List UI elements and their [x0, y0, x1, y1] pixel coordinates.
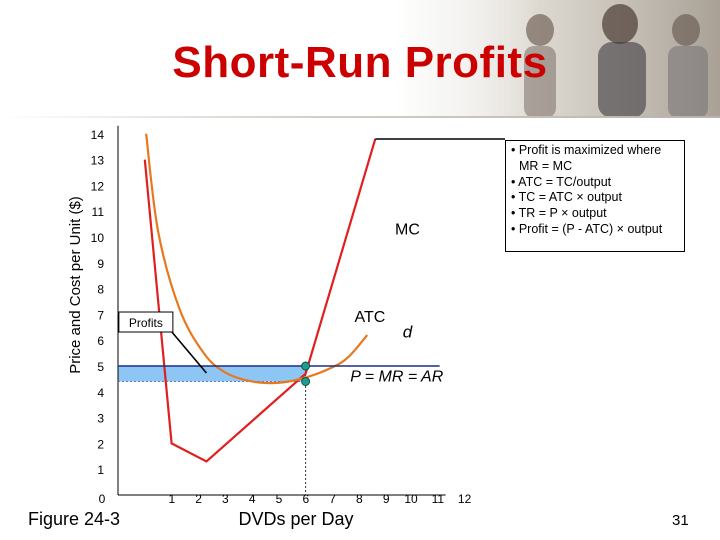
y-axis-label: Price and Cost per Unit ($): [67, 196, 84, 374]
y-tick-label: 12: [91, 179, 105, 193]
y-tick-label: 5: [97, 360, 104, 374]
demand-label: d: [403, 323, 413, 342]
x-tick-label: 1: [168, 492, 175, 506]
mc-curve: [143, 138, 377, 463]
x-tick-label: 3: [222, 492, 229, 506]
x-tick-label: 5: [276, 492, 283, 506]
notes-box: • Profit is maximized where MR = MC • AT…: [505, 140, 685, 252]
mr-mc-point: [301, 361, 311, 371]
y-tick-label: 6: [97, 334, 104, 348]
equilibrium-points: [301, 361, 311, 386]
x-tick-labels: 0 1 2 3 4 5 6 7 8 9 10 11 12: [99, 492, 472, 506]
profits-pointer: [171, 331, 208, 374]
profits-label: Profits: [129, 316, 163, 330]
x-tick-label: 6: [302, 492, 309, 506]
mc-label: MC: [395, 221, 420, 238]
y-tick-label: 9: [97, 257, 104, 271]
y-tick-label: 3: [97, 412, 104, 426]
figure-label: Figure 24-3: [28, 509, 121, 529]
y-tick-label: 11: [92, 205, 105, 219]
price-label: P = MR = AR: [350, 368, 444, 385]
y-tick-label: 14: [91, 128, 105, 142]
y-tick-label: 13: [91, 154, 105, 168]
y-tick-label: 7: [97, 308, 104, 322]
y-tick-label: 4: [97, 386, 104, 400]
x-tick-label: 9: [383, 492, 390, 506]
x-tick-label: 12: [458, 492, 472, 506]
slide-title: Short-Run Profits: [172, 38, 548, 87]
note-line: • Profit = (P - ATC) × output: [511, 221, 663, 236]
x-tick-label: 7: [329, 492, 336, 506]
page-number: 31: [672, 512, 689, 529]
y-tick-label: 8: [97, 283, 104, 297]
series-group: [118, 133, 440, 463]
y-tick-label: 1: [97, 463, 104, 477]
note-line: • ATC = TC/output: [511, 174, 612, 189]
profit-rectangle: [118, 366, 306, 382]
header-photo: [440, 0, 720, 118]
annotation-group: MC ATC d P = MR = AR Profits: [118, 221, 444, 385]
note-line: MR = MC: [519, 158, 573, 173]
slide-header: Short-Run Profits: [0, 0, 720, 118]
x-tick-label: 11: [432, 492, 445, 506]
atc-curve: [145, 133, 369, 385]
header-divider: [0, 116, 720, 118]
x-tick-label: 10: [404, 492, 418, 506]
x-axis-label: DVDs per Day: [238, 509, 353, 529]
note-line: • TC = ATC × output: [511, 190, 622, 205]
x-tick-label: 4: [249, 492, 256, 506]
x-tick-label: 8: [356, 492, 363, 506]
profits-label-box: [118, 311, 174, 333]
x-tick-label: 2: [195, 492, 202, 506]
note-line: • TR = P × output: [511, 206, 607, 221]
atc-label: ATC: [355, 309, 386, 326]
y-tick-label: 10: [91, 231, 105, 245]
note-line: • Profit is maximized where: [511, 143, 662, 157]
x-tick-label: 0: [99, 492, 106, 506]
atc-point: [301, 376, 311, 386]
y-tick-label: 2: [97, 437, 104, 451]
